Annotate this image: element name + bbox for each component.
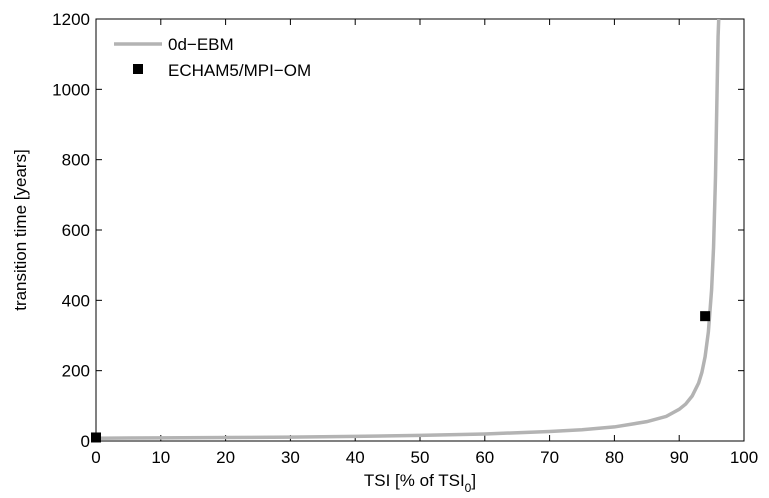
x-tick-label: 60 xyxy=(475,448,494,467)
y-tick-label: 200 xyxy=(62,362,90,381)
plot-area xyxy=(95,18,745,442)
y-axis-label: transition time [years] xyxy=(11,149,30,311)
x-tick-label: 30 xyxy=(281,448,300,467)
data-point-echam5 xyxy=(91,432,101,443)
series-line-0d-ebm xyxy=(96,19,721,440)
x-tick-label: 80 xyxy=(605,448,624,467)
y-tick-label: 0 xyxy=(81,432,90,451)
legend-label-0d-ebm: 0d−EBM xyxy=(168,35,234,54)
y-tick-label: 1200 xyxy=(52,10,90,29)
x-tick-label: 20 xyxy=(216,448,235,467)
y-tick-label: 800 xyxy=(62,151,90,170)
x-tick-label: 0 xyxy=(91,448,100,467)
x-tick-label: 40 xyxy=(346,448,365,467)
x-tick-label: 70 xyxy=(540,448,559,467)
legend-marker-swatch xyxy=(133,64,143,74)
x-tick-label: 50 xyxy=(411,448,430,467)
legend-label-echam5: ECHAM5/MPI−OM xyxy=(168,61,311,80)
data-point-echam5 xyxy=(700,311,711,322)
y-tick-label: 1000 xyxy=(52,80,90,99)
x-axis-label: TSI [% of TSI0] xyxy=(364,471,476,495)
x-tick-label: 10 xyxy=(151,448,170,467)
x-tick-label: 90 xyxy=(670,448,689,467)
x-tick-label: 100 xyxy=(730,448,758,467)
y-tick-label: 600 xyxy=(62,221,90,240)
y-tick-label: 400 xyxy=(62,291,90,310)
